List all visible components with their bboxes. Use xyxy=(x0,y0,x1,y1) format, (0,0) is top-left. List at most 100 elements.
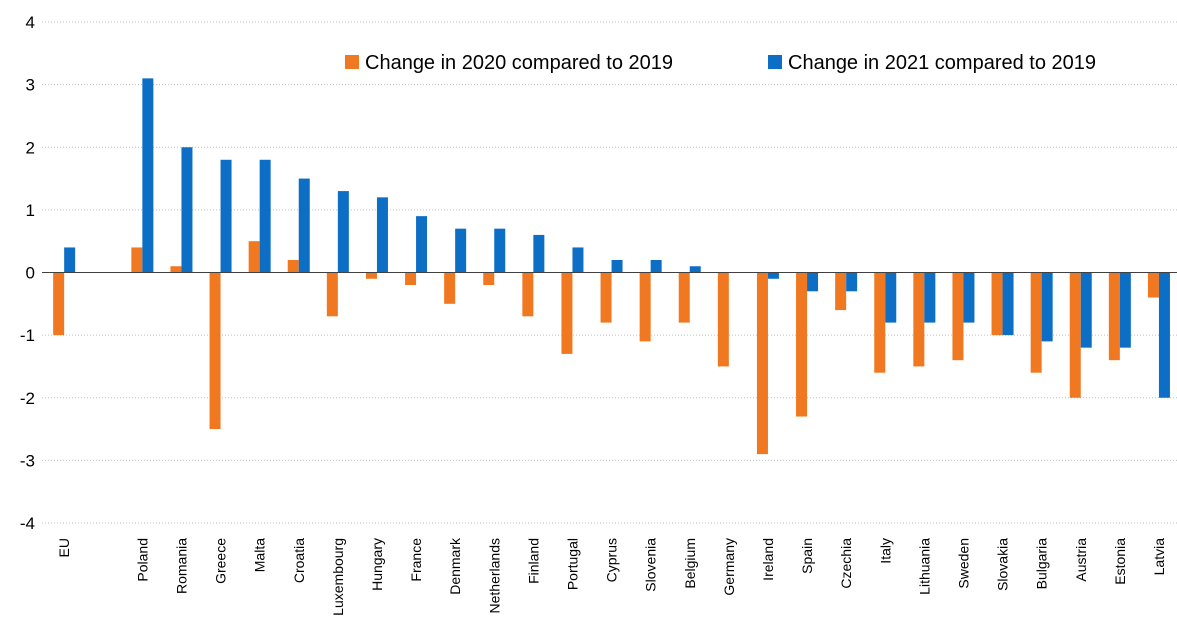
bar-2020 xyxy=(678,272,690,323)
bars xyxy=(53,78,1170,455)
x-category-label: EU xyxy=(56,538,72,557)
bar-2020 xyxy=(991,272,1003,336)
bar-2020 xyxy=(522,272,534,317)
bar-2021 xyxy=(963,272,975,323)
bar-2020 xyxy=(483,272,495,286)
x-category-label: Netherlands xyxy=(486,538,502,614)
x-category-label: Italy xyxy=(877,538,893,564)
bar-2020 xyxy=(1069,272,1081,398)
bar-2021 xyxy=(611,259,623,273)
x-category-label: Spain xyxy=(799,538,815,574)
bar-2020 xyxy=(131,247,143,273)
x-axis: EU Poland Romania Greece Malta Croatia Luxembo… xyxy=(56,537,1167,616)
bar-2021 xyxy=(298,178,310,273)
x-category-label: Slovenia xyxy=(643,538,659,592)
x-category-label: Denmark xyxy=(447,537,463,595)
bar-2021 xyxy=(142,78,154,273)
legend-label: Change in 2021 compared to 2019 xyxy=(788,52,1096,74)
bar-2021 xyxy=(181,147,193,273)
x-category-label: Greece xyxy=(213,538,229,584)
bar-2021 xyxy=(846,272,858,292)
x-category-label: Malta xyxy=(252,538,268,572)
bar-2021 xyxy=(807,272,819,292)
bar-2020 xyxy=(835,272,847,311)
x-category-label: Latvia xyxy=(1151,538,1167,576)
bar-2020 xyxy=(405,272,417,286)
bar-2020 xyxy=(209,272,221,430)
x-category-label: Bulgaria xyxy=(1034,538,1050,590)
x-category-label: Poland xyxy=(134,538,150,582)
bar-2021 xyxy=(259,159,271,273)
x-category-label: Lithuania xyxy=(916,538,932,595)
y-axis: 4 3 2 1 0 -1 -2 -3 -4 xyxy=(20,13,35,533)
bar-2021 xyxy=(572,247,584,273)
x-category-label: Sweden xyxy=(955,538,971,589)
bar-2020 xyxy=(365,272,377,279)
bar-2020 xyxy=(1030,272,1042,373)
bar-2021 xyxy=(689,266,701,273)
legend-label: Change in 2020 compared to 2019 xyxy=(365,52,673,74)
bar-2020 xyxy=(796,272,808,417)
x-category-label: Croatia xyxy=(291,538,307,583)
bar-2021 xyxy=(376,197,388,273)
bar-2021 xyxy=(1002,272,1014,336)
bar-2021 xyxy=(416,216,428,273)
bar-2021 xyxy=(924,272,936,323)
x-category-label: France xyxy=(408,538,424,582)
x-category-label: Portugal xyxy=(564,538,580,590)
y-tick-label: 0 xyxy=(26,264,35,283)
bar-2020 xyxy=(53,272,65,336)
bar-2020 xyxy=(756,272,768,455)
x-category-label: Romania xyxy=(173,538,189,594)
bar-2021 xyxy=(1080,272,1092,348)
x-category-label: Belgium xyxy=(682,538,698,589)
x-category-label: Austria xyxy=(1073,538,1089,582)
bar-2020 xyxy=(639,272,651,342)
x-category-label: Czechia xyxy=(838,538,854,589)
bar-2020 xyxy=(287,259,299,273)
bar-2020 xyxy=(600,272,612,323)
bar-2021 xyxy=(337,191,349,273)
bar-2020 xyxy=(717,272,729,367)
bar-2020 xyxy=(248,241,260,273)
legend-swatch xyxy=(345,55,359,69)
bar-2020 xyxy=(1108,272,1120,361)
legend: Change in 2020 compared to 2019 Change in… xyxy=(345,52,1096,74)
bar-2021 xyxy=(494,228,506,273)
bar-2020 xyxy=(952,272,964,361)
x-category-label: Germany xyxy=(721,538,737,596)
bar-2020 xyxy=(326,272,338,317)
x-category-label: Luxembourg xyxy=(330,538,346,616)
x-category-label: Estonia xyxy=(1112,538,1128,585)
y-tick-label: 4 xyxy=(26,13,35,32)
bar-2020 xyxy=(561,272,573,354)
y-tick-label: -3 xyxy=(20,451,35,470)
y-tick-label: -2 xyxy=(20,389,35,408)
bar-2021 xyxy=(767,272,779,279)
y-tick-label: 3 xyxy=(26,76,35,95)
y-tick-label: 2 xyxy=(26,138,35,157)
bar-2021 xyxy=(650,259,662,273)
bar-2021 xyxy=(885,272,897,323)
bar-2021 xyxy=(533,234,545,273)
x-category-label: Finland xyxy=(525,538,541,584)
bar-2021 xyxy=(1158,272,1170,398)
bar-2021 xyxy=(220,159,232,273)
bar-2020 xyxy=(913,272,925,367)
bar-2021 xyxy=(455,228,467,273)
y-tick-label: 1 xyxy=(26,201,35,220)
bar-2020 xyxy=(170,266,182,273)
x-category-label: Ireland xyxy=(760,538,776,581)
x-category-label: Hungary xyxy=(369,538,385,591)
x-category-label: Cyprus xyxy=(604,538,620,582)
y-tick-label: -1 xyxy=(20,326,35,345)
bar-2021 xyxy=(1119,272,1131,348)
legend-swatch xyxy=(768,55,782,69)
bar-2021 xyxy=(1041,272,1053,342)
y-tick-label: -4 xyxy=(20,514,35,533)
bar-2020 xyxy=(444,272,456,304)
bar-2020 xyxy=(1147,272,1159,298)
bar-2021 xyxy=(64,247,76,273)
x-category-label: Slovakia xyxy=(995,538,1011,591)
